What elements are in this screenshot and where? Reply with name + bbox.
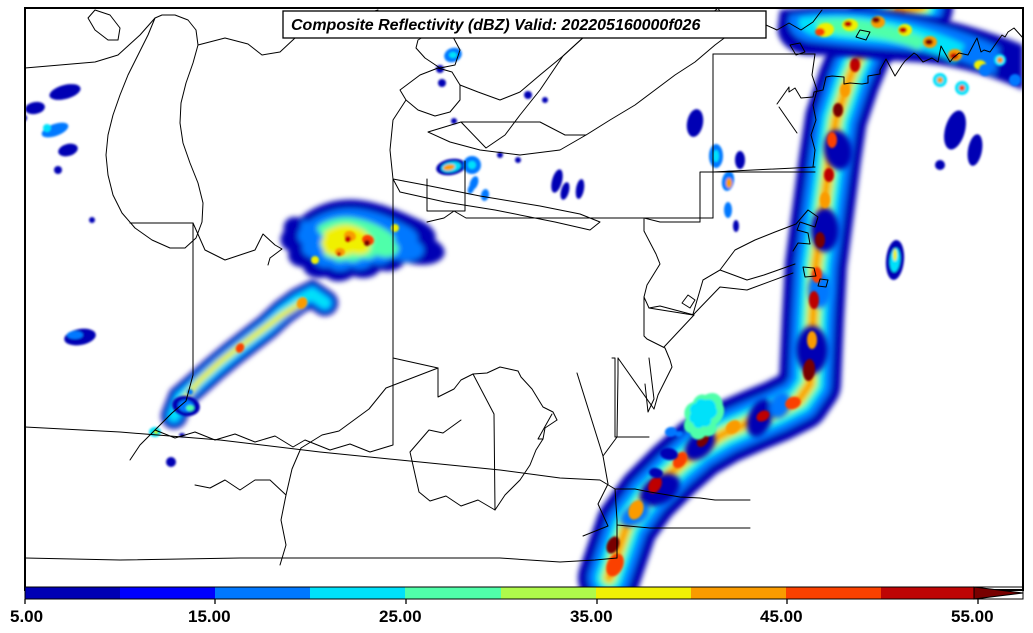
svg-text:55.00: 55.00: [951, 607, 994, 626]
svg-text:35.00: 35.00: [570, 607, 613, 626]
svg-text:15.00: 15.00: [188, 607, 231, 626]
svg-text:5.00: 5.00: [10, 607, 43, 626]
svg-text:25.00: 25.00: [379, 607, 422, 626]
svg-text:Composite Reflectivity (dBZ) V: Composite Reflectivity (dBZ) Valid: 2022…: [291, 17, 700, 34]
svg-text:45.00: 45.00: [760, 607, 803, 626]
